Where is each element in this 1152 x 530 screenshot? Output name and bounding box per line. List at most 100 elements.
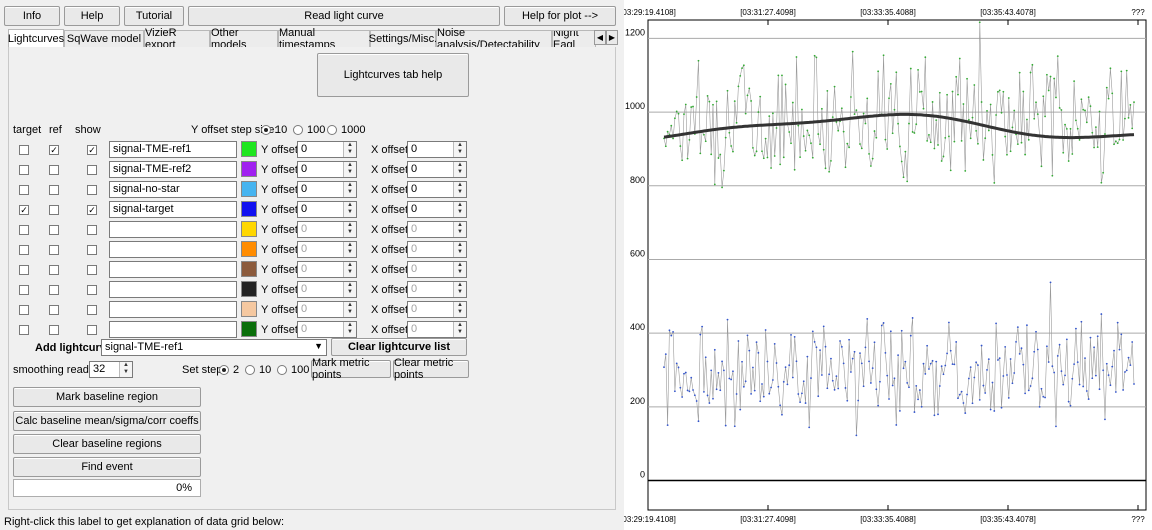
smoothing-spinner[interactable]: 32 ▲ ▼ bbox=[89, 361, 133, 378]
color-swatch[interactable] bbox=[241, 321, 257, 337]
ref-checkbox[interactable] bbox=[49, 205, 59, 215]
x-offset-spinner[interactable]: 0 ▲ ▼ bbox=[407, 321, 467, 338]
show-checkbox[interactable] bbox=[87, 185, 97, 195]
color-swatch[interactable] bbox=[241, 261, 257, 277]
spinner-arrows-icon[interactable]: ▲ ▼ bbox=[453, 142, 466, 157]
x-offset-spinner[interactable]: 0 ▲ ▼ bbox=[407, 261, 467, 278]
show-checkbox[interactable]: ✓ bbox=[87, 145, 97, 155]
plot-area[interactable]: 0 200 400 600 800 1000 1200 [03:29:19.4108] [03:… bbox=[624, 0, 1152, 530]
lightcurves-tab-help-button[interactable]: Lightcurves tab help bbox=[317, 53, 469, 97]
ref-checkbox[interactable] bbox=[49, 245, 59, 255]
target-checkbox[interactable] bbox=[19, 185, 29, 195]
show-checkbox[interactable] bbox=[87, 225, 97, 235]
tab-manual-timestamps[interactable]: Manual timestamps bbox=[278, 27, 370, 51]
lightcurve-name-field[interactable] bbox=[109, 321, 237, 338]
spinner-arrows-icon[interactable]: ▲ ▼ bbox=[453, 202, 466, 217]
spinner-arrows-icon[interactable]: ▲ ▼ bbox=[343, 182, 356, 197]
mark-baseline-region-button[interactable]: Mark baseline region bbox=[13, 387, 201, 407]
target-checkbox[interactable] bbox=[19, 325, 29, 335]
tutorial-button[interactable]: Tutorial bbox=[124, 6, 184, 26]
spinner-arrows-icon[interactable]: ▲ ▼ bbox=[453, 282, 466, 297]
y-offset-spinner[interactable]: 0 ▲ ▼ bbox=[297, 221, 357, 238]
target-checkbox[interactable] bbox=[19, 245, 29, 255]
tab-sqwave-model[interactable]: SqWave model bbox=[64, 30, 144, 47]
set-step-2-radio[interactable] bbox=[219, 365, 229, 375]
color-swatch[interactable] bbox=[241, 281, 257, 297]
spinner-arrows-icon[interactable]: ▲ ▼ bbox=[453, 182, 466, 197]
ref-checkbox[interactable] bbox=[49, 325, 59, 335]
clear-baseline-regions-button[interactable]: Clear baseline regions bbox=[13, 434, 201, 454]
x-offset-spinner[interactable]: 0 ▲ ▼ bbox=[407, 301, 467, 318]
lightcurve-name-field[interactable] bbox=[109, 221, 237, 238]
y-offset-spinner[interactable]: 0 ▲ ▼ bbox=[297, 321, 357, 338]
lightcurve-name-field[interactable] bbox=[109, 261, 237, 278]
x-offset-spinner[interactable]: 0 ▲ ▼ bbox=[407, 161, 467, 178]
lightcurve-name-field[interactable]: signal-target bbox=[109, 201, 237, 218]
calc-baseline-button[interactable]: Calc baseline mean/sigma/corr coeffs bbox=[13, 411, 201, 431]
tab-vizier-export[interactable]: VizieR export bbox=[144, 27, 210, 51]
spinner-arrows-icon[interactable]: ▲ ▼ bbox=[453, 262, 466, 277]
spinner-arrows-icon[interactable]: ▲ ▼ bbox=[343, 162, 356, 177]
target-checkbox[interactable]: ✓ bbox=[19, 205, 29, 215]
lightcurve-name-field[interactable] bbox=[109, 241, 237, 258]
y-offset-spinner[interactable]: 0 ▲ ▼ bbox=[297, 241, 357, 258]
clear-lightcurve-list-button[interactable]: Clear lightcurve list bbox=[331, 338, 467, 356]
spinner-arrows-icon[interactable]: ▲ ▼ bbox=[343, 322, 356, 337]
y-offset-spinner[interactable]: 0 ▲ ▼ bbox=[297, 181, 357, 198]
target-checkbox[interactable] bbox=[19, 305, 29, 315]
show-checkbox[interactable]: ✓ bbox=[87, 205, 97, 215]
color-swatch[interactable] bbox=[241, 241, 257, 257]
lightcurve-chart[interactable]: 0 200 400 600 800 1000 1200 [03:29:19.4108] [03:… bbox=[624, 0, 1152, 530]
help-for-plot-button[interactable]: Help for plot --> bbox=[504, 6, 616, 26]
ref-checkbox[interactable] bbox=[49, 265, 59, 275]
status-label[interactable]: Right-click this label to get explanatio… bbox=[4, 516, 285, 528]
show-checkbox[interactable] bbox=[87, 265, 97, 275]
target-checkbox[interactable] bbox=[19, 145, 29, 155]
target-checkbox[interactable] bbox=[19, 225, 29, 235]
tab-scroll-left-icon[interactable]: ◀ bbox=[594, 30, 606, 45]
clear-metric-points-button[interactable]: Clear metric points bbox=[393, 357, 469, 381]
y-offset-spinner[interactable]: 0 ▲ ▼ bbox=[297, 281, 357, 298]
spinner-arrows-icon[interactable]: ▲ ▼ bbox=[343, 302, 356, 317]
y-offset-spinner[interactable]: 0 ▲ ▼ bbox=[297, 201, 357, 218]
ref-checkbox[interactable] bbox=[49, 185, 59, 195]
set-step-10-radio[interactable] bbox=[245, 365, 255, 375]
show-checkbox[interactable] bbox=[87, 305, 97, 315]
spinner-arrows-icon[interactable]: ▲ ▼ bbox=[343, 242, 356, 257]
lightcurve-name-field[interactable]: signal-no-star bbox=[109, 181, 237, 198]
step-1000-radio[interactable] bbox=[327, 125, 337, 135]
find-event-button[interactable]: Find event bbox=[13, 457, 201, 477]
color-swatch[interactable] bbox=[241, 161, 257, 177]
tab-lightcurves[interactable]: Lightcurves bbox=[8, 29, 64, 48]
lightcurve-name-field[interactable] bbox=[109, 301, 237, 318]
color-swatch[interactable] bbox=[241, 141, 257, 157]
ref-checkbox[interactable] bbox=[49, 165, 59, 175]
color-swatch[interactable] bbox=[241, 201, 257, 217]
lightcurve-name-field[interactable]: signal-TME-ref1 bbox=[109, 141, 237, 158]
spinner-arrows-icon[interactable]: ▲ ▼ bbox=[119, 362, 132, 377]
ref-checkbox[interactable] bbox=[49, 305, 59, 315]
lightcurve-name-field[interactable] bbox=[109, 281, 237, 298]
spinner-arrows-icon[interactable]: ▲ ▼ bbox=[453, 162, 466, 177]
ref-checkbox[interactable] bbox=[49, 225, 59, 235]
x-offset-spinner[interactable]: 0 ▲ ▼ bbox=[407, 201, 467, 218]
spinner-arrows-icon[interactable]: ▲ ▼ bbox=[343, 202, 356, 217]
mark-metric-points-button[interactable]: Mark metric points bbox=[311, 357, 391, 381]
x-offset-spinner[interactable]: 0 ▲ ▼ bbox=[407, 241, 467, 258]
x-offset-spinner[interactable]: 0 ▲ ▼ bbox=[407, 141, 467, 158]
target-checkbox[interactable] bbox=[19, 165, 29, 175]
step-100-radio[interactable] bbox=[293, 125, 303, 135]
ref-checkbox[interactable]: ✓ bbox=[49, 145, 59, 155]
tab-night-eagle[interactable]: Night Eagl bbox=[552, 30, 596, 47]
x-offset-spinner[interactable]: 0 ▲ ▼ bbox=[407, 181, 467, 198]
spinner-arrows-icon[interactable]: ▲ ▼ bbox=[343, 282, 356, 297]
tab-settings[interactable]: Settings/Misc. bbox=[369, 30, 437, 47]
help-button[interactable]: Help bbox=[64, 6, 120, 26]
target-checkbox[interactable] bbox=[19, 265, 29, 275]
x-offset-spinner[interactable]: 0 ▲ ▼ bbox=[407, 221, 467, 238]
add-lightcurve-dropdown[interactable]: signal-TME-ref1 ▼ bbox=[101, 339, 327, 356]
show-checkbox[interactable] bbox=[87, 285, 97, 295]
spinner-arrows-icon[interactable]: ▲ ▼ bbox=[453, 302, 466, 317]
color-swatch[interactable] bbox=[241, 301, 257, 317]
spinner-arrows-icon[interactable]: ▲ ▼ bbox=[453, 322, 466, 337]
